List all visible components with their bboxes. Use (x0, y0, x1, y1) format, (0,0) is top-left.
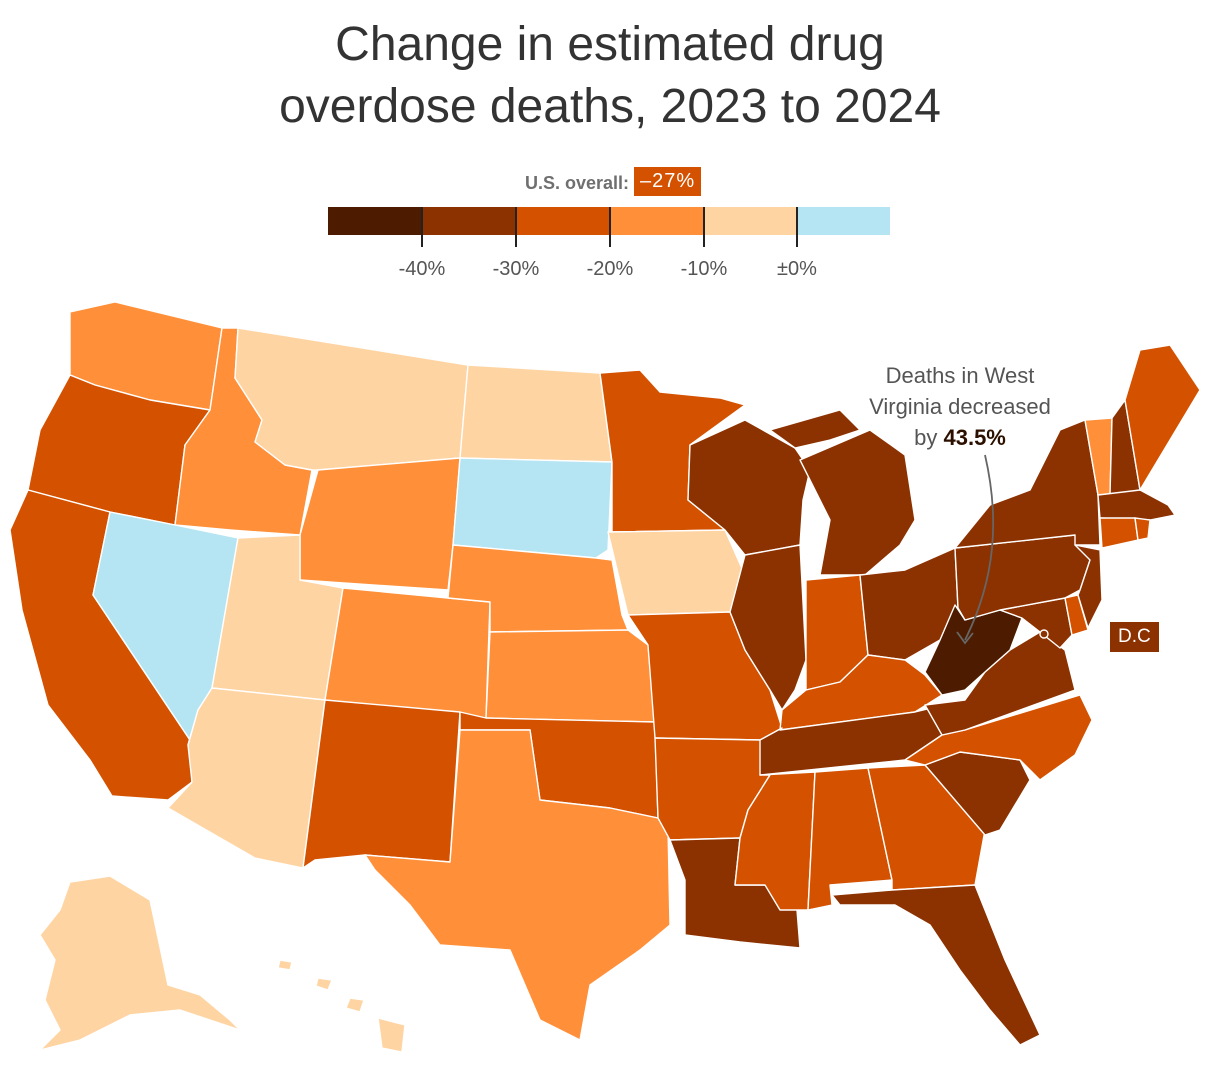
state-texas[interactable] (364, 729, 671, 1041)
state-maine[interactable] (1124, 344, 1201, 491)
legend-label-minus-40: -40% (398, 258, 446, 280)
legend-tick-5 (796, 207, 798, 247)
state-iowa[interactable] (607, 529, 749, 616)
legend-bin-1 (328, 207, 422, 235)
legend-label-minus-20: -20% (586, 258, 634, 280)
legend-bin-4 (610, 207, 704, 235)
state-delaware[interactable] (1064, 594, 1089, 636)
state-north-dakota[interactable] (459, 364, 613, 463)
state-florida[interactable] (831, 884, 1041, 1046)
state-colorado[interactable] (324, 587, 491, 719)
state-wyoming[interactable] (299, 457, 461, 591)
legend-tick-1 (421, 207, 423, 247)
legend-tick-3 (609, 207, 611, 247)
legend-bin-6 (797, 207, 890, 235)
state-connecticut[interactable] (1099, 517, 1139, 549)
color-legend: -40% -30% -20% -10% ±0% (328, 207, 890, 280)
state-new-jersey[interactable] (1074, 544, 1103, 629)
wv-annotation: Deaths in West Virginia decreased by 43.… (820, 360, 1100, 453)
legend-bin-2 (422, 207, 516, 235)
state-montana[interactable] (234, 327, 469, 471)
annotation-line-2: Virginia decreased (869, 394, 1051, 419)
annotation-line-1: Deaths in West (885, 363, 1035, 388)
state-rhode-island[interactable] (1134, 517, 1151, 541)
state-michigan[interactable] (769, 409, 916, 576)
legend-label-minus-30: -30% (492, 258, 540, 280)
state-kansas[interactable] (485, 629, 656, 723)
us-overall-label: U.S. overall: (524, 173, 629, 193)
state-dc[interactable] (1039, 629, 1049, 639)
legend-label-minus-10: -10% (680, 258, 728, 280)
us-overall: U.S. overall: –27% (0, 167, 1220, 199)
annotation-value: 43.5% (943, 425, 1006, 450)
state-alaska[interactable] (39, 875, 241, 1051)
legend-tick-2 (515, 207, 517, 247)
state-new-mexico[interactable] (302, 699, 461, 869)
state-massachusetts[interactable] (1097, 489, 1176, 521)
legend-label-zero: ±0% (777, 258, 817, 280)
state-wisconsin[interactable] (687, 419, 811, 556)
annotation-arrowhead (956, 631, 974, 645)
annotation-line-3: by 43.5% (820, 422, 1100, 453)
legend-bin-5 (704, 207, 797, 235)
legend-tick-4 (703, 207, 705, 247)
state-south-dakota[interactable] (452, 457, 613, 559)
dc-label: D.C (1110, 622, 1159, 652)
title-line-1: Change in estimated drug (335, 18, 885, 71)
legend-bin-3 (516, 207, 610, 235)
title-line-2: overdose deaths, 2023 to 2024 (279, 80, 941, 133)
us-overall-badge: –27% (634, 167, 702, 196)
chart-title: Change in estimated drug overdose deaths… (0, 14, 1220, 138)
annotation-prefix: by (914, 425, 944, 450)
state-hawaii[interactable] (277, 959, 406, 1053)
annotation-arrow (964, 454, 995, 641)
